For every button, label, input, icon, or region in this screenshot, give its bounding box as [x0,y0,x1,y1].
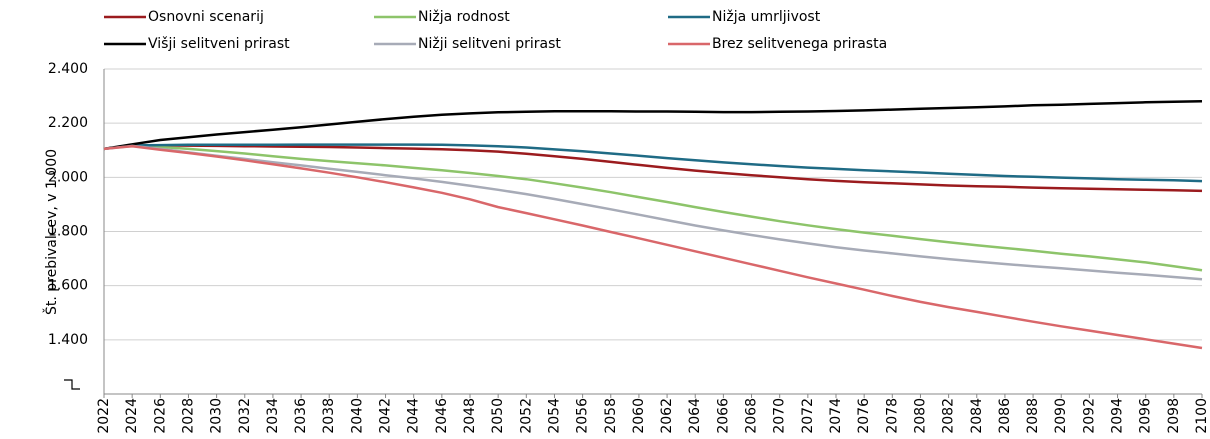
x-tick-label: 2044 [406,398,422,434]
x-tick-label: 2028 [180,398,196,434]
x-tick-label: 2066 [715,398,731,434]
y-tick-label: 1.600 [48,278,88,294]
series-line [103,144,1203,272]
series-line [103,144,1203,281]
x-tick-label: 2046 [434,398,450,434]
x-tick-label: 2100 [1194,398,1210,434]
legend-label: Nižja umrljivost [712,9,821,25]
x-tick-label: 2042 [378,398,394,434]
x-tick-label: 2088 [1025,398,1041,434]
x-tick-label: 2056 [575,398,591,434]
y-tick-label: 2.000 [48,169,88,185]
x-tick-label: 2034 [265,398,281,434]
x-tick-label: 2040 [349,398,365,434]
x-tick-label: 2050 [490,398,506,434]
x-tick-label: 2024 [124,398,140,434]
x-tick-label: 2086 [997,398,1013,434]
series-line [103,144,1203,350]
legend-label: Osnovni scenarij [148,9,264,25]
x-tick-label: 2074 [828,398,844,434]
x-tick-label: 2030 [209,398,225,434]
x-tick-label: 2080 [912,398,928,434]
series-line [103,99,1203,151]
x-tick-label: 2036 [293,398,309,434]
y-tick-label: 1.400 [48,332,88,348]
x-tick-label: 2084 [969,398,985,434]
x-tick-label: 2092 [1081,398,1097,434]
x-tick-label: 2048 [462,398,478,434]
legend-label: Nižji selitveni prirast [418,36,561,52]
x-tick-label: 2032 [237,398,253,434]
x-tick-label: 2082 [941,398,957,434]
x-tick-label: 2058 [603,398,619,434]
y-tick-label: 2.200 [48,115,88,131]
x-tick-label: 2072 [800,398,816,434]
x-tick-label: 2038 [321,398,337,434]
y-tick-label: 1.800 [48,224,88,240]
x-tick-label: 2078 [884,398,900,434]
legend-label: Nižja rodnost [418,9,510,25]
x-tick-label: 2076 [856,398,872,434]
x-tick-label: 2022 [96,398,112,434]
x-tick-label: 2070 [772,398,788,434]
legend-label: Višji selitveni prirast [148,36,290,52]
x-tick-label: 2096 [1138,398,1154,434]
x-tick-label: 2098 [1166,398,1182,434]
axis-break [64,379,80,390]
x-tick-label: 2052 [518,398,534,434]
y-tick-label: 2.400 [48,61,88,77]
x-tick-label: 2026 [152,398,168,434]
x-tick-label: 2094 [1110,398,1126,434]
series-line [103,143,1203,183]
x-tick-label: 2090 [1053,398,1069,434]
x-tick-label: 2064 [687,398,703,434]
x-tick-label: 2054 [546,398,562,434]
x-tick-label: 2060 [631,398,647,434]
x-tick-label: 2062 [659,398,675,434]
series-line [103,144,1203,193]
legend-label: Brez selitvenega prirasta [712,36,887,52]
x-tick-label: 2068 [744,398,760,434]
y-axis-label: Št. prebivalcev, v 1.000 [42,149,60,315]
